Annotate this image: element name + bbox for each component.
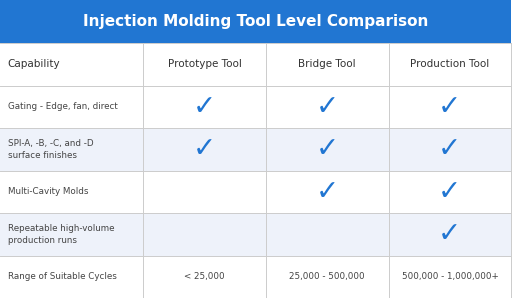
Text: Range of Suitable Cycles: Range of Suitable Cycles <box>8 272 117 281</box>
Text: ✓: ✓ <box>438 220 461 248</box>
Text: Bridge Tool: Bridge Tool <box>298 59 356 69</box>
FancyBboxPatch shape <box>0 43 511 86</box>
Text: ✓: ✓ <box>193 93 216 121</box>
Text: Gating - Edge, fan, direct: Gating - Edge, fan, direct <box>8 103 117 111</box>
Text: 25,000 - 500,000: 25,000 - 500,000 <box>289 272 365 281</box>
FancyBboxPatch shape <box>0 213 511 255</box>
Text: ✓: ✓ <box>315 178 339 206</box>
Text: ✓: ✓ <box>438 93 461 121</box>
FancyBboxPatch shape <box>0 255 511 298</box>
Text: SPI-A, -B, -C, and -D
surface finishes: SPI-A, -B, -C, and -D surface finishes <box>8 139 93 160</box>
Text: ✓: ✓ <box>315 93 339 121</box>
Text: Injection Molding Tool Level Comparison: Injection Molding Tool Level Comparison <box>83 14 429 29</box>
Text: ✓: ✓ <box>315 135 339 163</box>
FancyBboxPatch shape <box>0 128 511 170</box>
Text: 500,000 - 1,000,000+: 500,000 - 1,000,000+ <box>401 272 498 281</box>
Text: Production Tool: Production Tool <box>410 59 489 69</box>
FancyBboxPatch shape <box>0 0 511 43</box>
Text: ✓: ✓ <box>193 135 216 163</box>
Text: Multi-Cavity Molds: Multi-Cavity Molds <box>8 187 88 196</box>
Text: Repeatable high-volume
production runs: Repeatable high-volume production runs <box>8 224 114 245</box>
Text: < 25,000: < 25,000 <box>184 272 225 281</box>
Text: Prototype Tool: Prototype Tool <box>167 59 242 69</box>
FancyBboxPatch shape <box>0 170 511 213</box>
Text: ✓: ✓ <box>438 178 461 206</box>
Text: ✓: ✓ <box>438 135 461 163</box>
Text: Capability: Capability <box>8 59 60 69</box>
FancyBboxPatch shape <box>0 86 511 128</box>
